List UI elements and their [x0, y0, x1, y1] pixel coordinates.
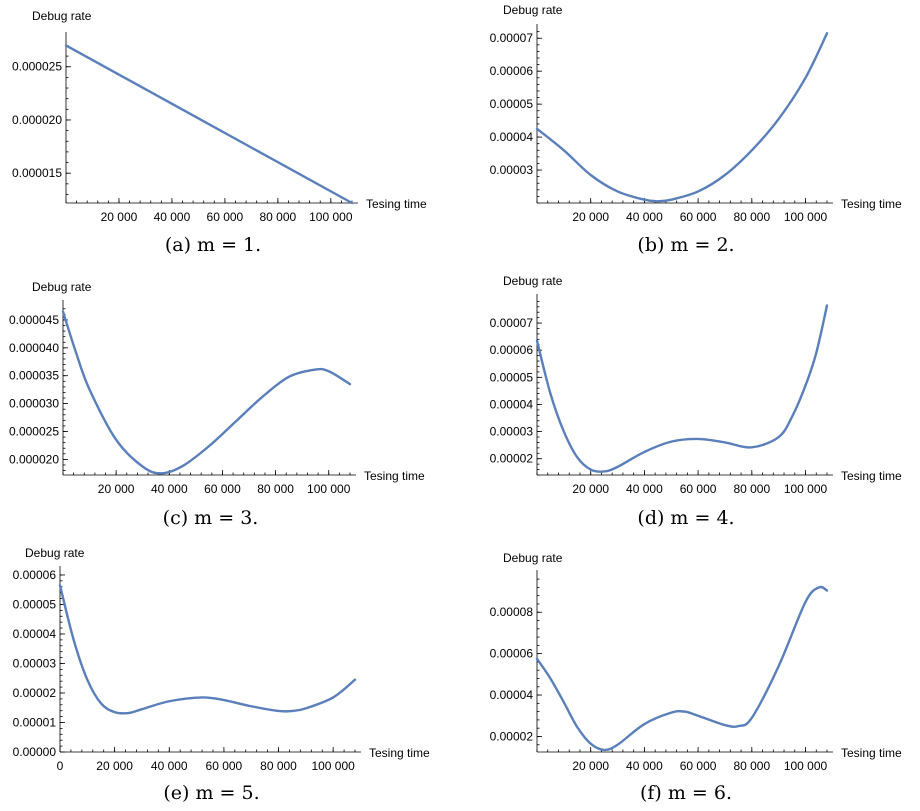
panel-c: 0.000020 0.000025 0.000030 0.000035 0.000040…: [9, 280, 425, 529]
x-axis-label: Tesing time: [841, 197, 902, 211]
panel-caption: (a) m = 1.: [165, 234, 261, 256]
y-tick-label: 0.000025: [9, 424, 59, 438]
y-axis-label: Debug rate: [503, 3, 563, 17]
panel-caption: (b) m = 2.: [637, 234, 734, 256]
y-axis-label: Debug rate: [32, 280, 92, 294]
y-tick-label: 0.00006: [490, 64, 534, 78]
series-line: [535, 32, 829, 203]
x-tick-label: 60 000: [680, 482, 717, 496]
y-tick-label: 0.000025: [12, 60, 62, 74]
x-tick-label: 80 000: [260, 210, 297, 224]
y-tick-label: 0.000015: [12, 166, 62, 180]
y-tick-label: 0.00003: [13, 656, 57, 670]
x-tick-label: 20 000: [572, 482, 609, 496]
panel-caption: (f) m = 6.: [640, 782, 732, 804]
y-tick-label: 0.00008: [490, 605, 534, 619]
x-tick-label: 100 000: [307, 482, 351, 496]
y-tick-label: 0.00001: [13, 715, 57, 729]
x-tick-label: 20 000: [572, 210, 609, 224]
y-tick-label: 0.00003: [490, 425, 534, 439]
x-tick-label: 0: [57, 759, 64, 773]
y-tick-label: 0.00006: [490, 343, 534, 357]
x-tick-label: 80 000: [733, 759, 770, 773]
y-tick-label: 0.000020: [9, 452, 59, 466]
y-tick-label: 0.000020: [12, 113, 62, 127]
x-tick-label: 60 000: [206, 759, 243, 773]
y-tick-label: 0.00007: [490, 31, 534, 45]
x-tick-label: 60 000: [680, 210, 717, 224]
panel-caption: (c) m = 3.: [163, 507, 259, 529]
x-tick-label: 60 000: [204, 482, 241, 496]
x-axis-label: Tesing time: [841, 469, 902, 483]
series-line: [58, 584, 357, 715]
y-tick-label: 0.00006: [13, 568, 57, 582]
x-tick-label: 40 000: [626, 759, 663, 773]
x-tick-label: 100 000: [784, 482, 828, 496]
x-tick-label: 80 000: [257, 482, 294, 496]
y-tick-label: 0.00007: [490, 316, 534, 330]
y-tick-label: 0.00004: [490, 397, 534, 411]
x-tick-label: 100 000: [309, 210, 353, 224]
panel-d: 0.00002 0.00003 0.00004 0.00005 0.00006 0.000…: [490, 274, 902, 529]
y-tick-label: 0.00006: [490, 647, 534, 661]
y-tick-label: 0.00002: [490, 452, 534, 466]
series-line: [535, 585, 829, 752]
x-tick-label: 60 000: [207, 210, 244, 224]
panel-b: 0.00003 0.00004 0.00005 0.00006 0.00007 20 00…: [490, 3, 902, 256]
x-axis-label: Tesing time: [364, 469, 425, 483]
y-tick-label: 0.000045: [9, 313, 59, 327]
x-tick-label: 40 000: [151, 482, 188, 496]
x-axis-label: Tesing time: [366, 197, 427, 211]
x-tick-label: 80 000: [733, 210, 770, 224]
x-tick-label: 20 000: [572, 759, 609, 773]
y-tick-label: 0.000030: [9, 397, 59, 411]
x-tick-label: 100 000: [311, 759, 355, 773]
series-line: [64, 44, 354, 205]
x-tick-label: 80 000: [260, 759, 297, 773]
y-tick-label: 0.00004: [13, 627, 57, 641]
x-tick-label: 60 000: [680, 759, 717, 773]
panel-caption: (d) m = 4.: [637, 507, 734, 529]
y-tick-label: 0.00003: [490, 163, 534, 177]
series-line: [61, 310, 352, 475]
x-axis-label: Tesing time: [369, 746, 430, 760]
panel-a: 0.000015 0.000020 0.000025 20 000 40 000 60 0…: [12, 9, 427, 256]
y-tick-label: 0.00002: [13, 686, 57, 700]
y-axis-label: Debug rate: [25, 546, 85, 560]
y-tick-label: 0.000035: [9, 369, 59, 383]
x-tick-label: 40 000: [151, 759, 188, 773]
y-axis-label: Debug rate: [503, 551, 563, 565]
x-axis-label: Tesing time: [841, 746, 902, 760]
panel-caption: (e) m = 5.: [163, 782, 259, 804]
x-tick-label: 80 000: [733, 482, 770, 496]
x-tick-label: 20 000: [101, 210, 138, 224]
y-tick-label: 0.00005: [490, 370, 534, 384]
x-tick-label: 20 000: [96, 759, 133, 773]
y-axis-label: Debug rate: [503, 274, 563, 288]
panel-e: 0.00000 0.00001 0.00002 0.00003 0.00004 0.000…: [13, 546, 430, 804]
y-axis-label: Debug rate: [32, 9, 92, 23]
x-tick-label: 100 000: [784, 210, 828, 224]
y-tick-label: 0.00002: [490, 729, 534, 743]
y-tick-label: 0.00005: [13, 597, 57, 611]
x-tick-label: 40 000: [626, 210, 663, 224]
y-tick-label: 0.00005: [490, 97, 534, 111]
x-tick-label: 20 000: [98, 482, 135, 496]
x-tick-label: 100 000: [784, 759, 828, 773]
panel-f: 0.00002 0.00004 0.00006 0.00008 20 000 40 000…: [490, 551, 902, 804]
y-tick-label: 0.00004: [490, 130, 534, 144]
x-tick-label: 40 000: [626, 482, 663, 496]
y-tick-label: 0.00004: [490, 688, 534, 702]
x-tick-label: 40 000: [154, 210, 191, 224]
y-tick-label: 0.00000: [13, 745, 57, 759]
y-tick-label: 0.000040: [9, 341, 59, 355]
series-line: [535, 304, 829, 473]
